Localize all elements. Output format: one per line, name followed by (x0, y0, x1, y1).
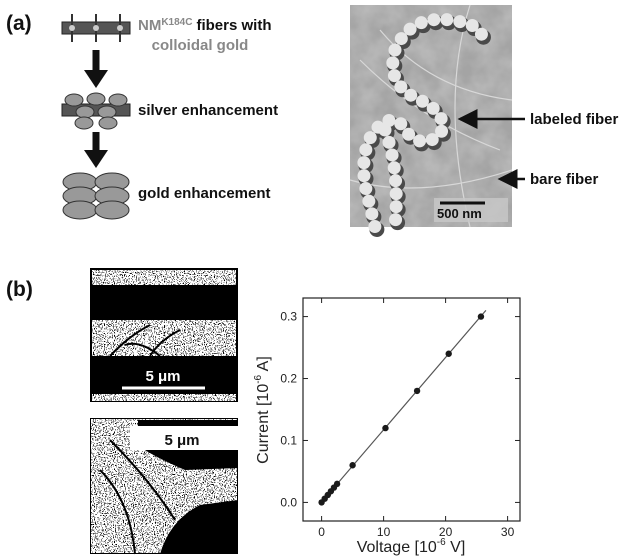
panel-label: (a) (6, 12, 32, 35)
chart: Voltage [10-6 V] Current [10-6 A] 0 10 20 3… (253, 298, 520, 556)
y-axis-label-unit: A] (255, 356, 272, 375)
x-tick-label: 10 (377, 525, 391, 539)
step-label-superscript: K184C (161, 17, 192, 28)
scale-bar-label: 5 μm (145, 368, 180, 385)
x-tick-label: 30 (501, 525, 515, 539)
fit-line (320, 310, 486, 504)
fiber-schematic (62, 14, 130, 219)
x-axis-label-text: Voltage [10 (357, 539, 437, 556)
data-point (478, 313, 484, 319)
step-label: colloidal gold (152, 37, 249, 54)
data-point (414, 388, 420, 394)
data-point (446, 351, 452, 357)
step-label-prefix: NM (138, 17, 161, 34)
x-axis-label: Voltage [10-6 V] (357, 537, 466, 556)
y-axis-label: Current [10-6 A] (253, 356, 272, 464)
data-point (349, 462, 355, 468)
data-point (334, 481, 340, 487)
x-axis-label-unit: V] (446, 539, 466, 556)
panel-label: (b) (6, 278, 33, 301)
y-tick-label: 0.0 (280, 495, 297, 509)
x-tick-label: 0 (318, 525, 325, 539)
arrow-label: labeled fiber (530, 111, 619, 128)
data-point (382, 425, 388, 431)
y-axis-label-text: Current [10 (255, 384, 272, 464)
y-tick-label: 0.2 (280, 372, 297, 386)
afm-image (350, 5, 512, 230)
step-label-suffix: fibers with (196, 17, 271, 34)
page: (a) NMK184C fibers with colloidal gold si… (0, 0, 637, 558)
step-label: gold enhancement (138, 185, 271, 202)
figure: (a) NMK184C fibers with colloidal gold si… (0, 0, 637, 558)
x-tick-label: 20 (439, 525, 453, 539)
y-tick-label: 0.1 (280, 433, 297, 447)
arrow-label: bare fiber (530, 171, 599, 188)
y-tick-label: 0.3 (280, 310, 297, 324)
step-label: NMK184C fibers with (138, 17, 271, 34)
scale-bar-label: 5 μm (164, 432, 199, 449)
scale-bar-label: 500 nm (437, 206, 482, 221)
step-label: silver enhancement (138, 102, 278, 119)
